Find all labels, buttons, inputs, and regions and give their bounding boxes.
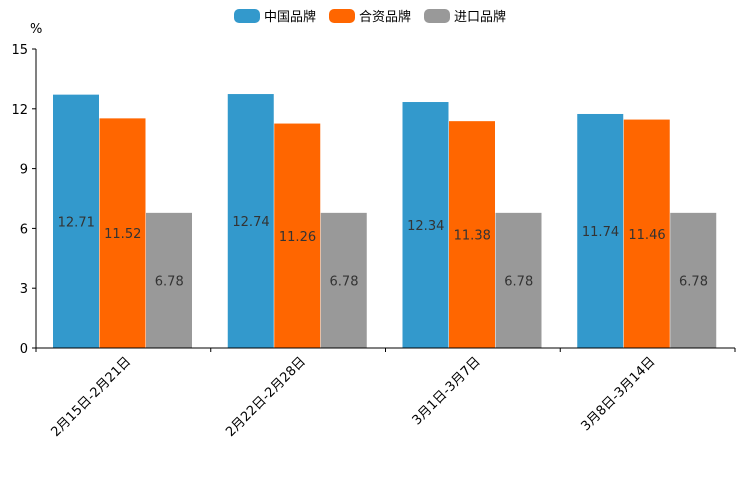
bars: 12.71 11.52 6.78 12.74 11.26 6.78 12.34 11.38 6.… xyxy=(53,94,717,349)
bar[interactable] xyxy=(495,212,542,348)
y-tick-label: 3 xyxy=(20,282,28,297)
bar[interactable] xyxy=(449,121,495,349)
legend-label[interactable]: 合资品牌 xyxy=(359,9,411,25)
bar-data-label: 12.74 xyxy=(232,215,269,230)
bar-data-label: 6.78 xyxy=(504,274,533,289)
bar-data-label: 11.26 xyxy=(279,230,316,245)
bar-data-label: 12.34 xyxy=(407,219,444,234)
y-tick-label: 9 xyxy=(20,163,28,178)
y-tick-label: 15 xyxy=(11,43,28,58)
bar[interactable] xyxy=(577,113,624,348)
bar[interactable] xyxy=(670,212,717,348)
bar-data-label: 11.74 xyxy=(582,225,619,240)
bar[interactable] xyxy=(227,94,274,348)
legend-swatch[interactable] xyxy=(329,9,355,23)
legend-swatch[interactable] xyxy=(424,9,450,23)
bar-data-label: 6.78 xyxy=(330,274,359,289)
bar[interactable] xyxy=(402,102,449,348)
bar[interactable] xyxy=(274,123,321,349)
bar[interactable] xyxy=(53,94,99,348)
bar[interactable] xyxy=(99,118,146,348)
x-category-label: 3月1日-3月7日 xyxy=(410,354,484,428)
bar-data-label: 11.46 xyxy=(628,228,665,243)
legend-label[interactable]: 中国品牌 xyxy=(264,9,316,25)
x-axis: 2月15日-2月21日 2月22日-2月28日 3月1日-3月7日 3月8日-3月14… xyxy=(35,347,736,440)
bar[interactable] xyxy=(623,119,670,349)
legend: 中国品牌 合资品牌 进口品牌 xyxy=(234,9,506,25)
y-axis-unit-label: % xyxy=(30,22,42,37)
bar-data-label: 11.38 xyxy=(454,229,491,244)
x-category-label: 2月22日-2月28日 xyxy=(223,354,309,440)
legend-swatch[interactable] xyxy=(234,9,260,23)
bar-data-label: 6.78 xyxy=(155,274,184,289)
legend-label[interactable]: 进口品牌 xyxy=(454,9,506,25)
y-axis: 0 3 6 9 12 15 xyxy=(11,43,37,357)
bar[interactable] xyxy=(146,212,192,348)
bar[interactable] xyxy=(320,212,367,348)
bar-data-label: 12.71 xyxy=(58,215,95,230)
y-tick-label: 0 xyxy=(20,342,28,357)
x-category-label: 3月8日-3月14日 xyxy=(579,354,659,434)
bar-data-label: 11.52 xyxy=(104,227,141,242)
y-tick-label: 12 xyxy=(11,103,28,118)
bar-data-label: 6.78 xyxy=(679,274,708,289)
y-tick-label: 6 xyxy=(20,222,28,237)
x-category-label: 2月15日-2月21日 xyxy=(48,354,134,440)
